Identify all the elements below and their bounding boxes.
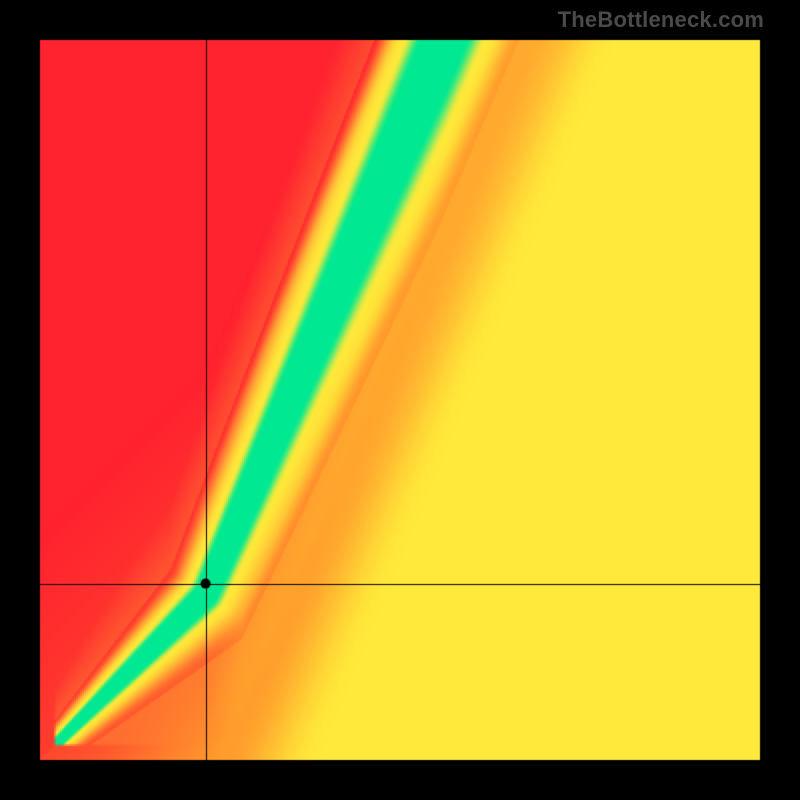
heatmap-canvas	[0, 0, 800, 800]
watermark-text: TheBottleneck.com	[558, 7, 764, 33]
